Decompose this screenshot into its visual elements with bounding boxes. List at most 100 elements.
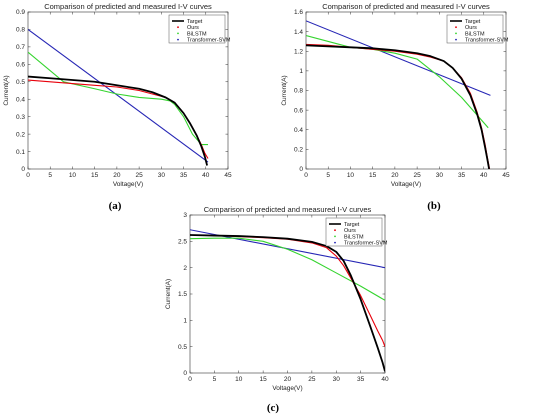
x-tick-label: 15	[91, 172, 99, 179]
x-tick-label: 5	[48, 172, 52, 179]
y-tick-label: 0.6	[16, 62, 25, 69]
y-tick-label: 1.6	[294, 9, 303, 16]
series-line-bilstm	[306, 35, 489, 129]
y-tick-label: 0.3	[16, 114, 25, 121]
y-tick-label: 0	[183, 370, 187, 377]
legend-label: Ours	[465, 25, 477, 31]
panel-label: (a)	[109, 200, 122, 212]
legend-label: Target	[465, 19, 481, 25]
legend-label: Transformer-SVM	[344, 241, 388, 247]
x-tick-label: 40	[480, 172, 488, 179]
x-tick-label: 30	[333, 376, 341, 383]
chart-panel-3: Comparison of predicted and measured I-V…	[165, 205, 389, 414]
legend-swatch	[334, 229, 336, 232]
legend-swatch	[455, 26, 457, 29]
y-tick-label: 0.2	[294, 147, 303, 154]
y-axis-label: Current(A)	[281, 75, 288, 105]
legend-label: Target	[344, 222, 360, 228]
x-tick-label: 40	[381, 376, 389, 383]
x-tick-label: 5	[213, 376, 217, 383]
y-tick-label: 2	[183, 265, 187, 272]
y-tick-label: 3	[183, 212, 187, 219]
y-tick-label: 0	[299, 166, 303, 173]
y-tick-label: 0.8	[294, 88, 303, 95]
x-tick-label: 45	[502, 172, 510, 179]
legend-swatch	[177, 32, 179, 35]
y-tick-label: 0.9	[16, 9, 25, 16]
series-line-bilstm	[28, 51, 208, 146]
legend-label: BiLSTM	[187, 31, 207, 37]
y-tick-label: 0.2	[16, 131, 25, 138]
y-tick-label: 1.5	[178, 291, 187, 298]
legend-swatch	[177, 26, 179, 29]
y-tick-label: 0.4	[16, 96, 25, 103]
x-tick-label: 5	[326, 172, 330, 179]
chart-panel-1: Comparison of predicted and measured I-V…	[3, 2, 232, 212]
x-tick-label: 20	[113, 172, 121, 179]
chart-title: Comparison of predicted and measured I-V…	[44, 2, 212, 11]
y-tick-label: 1.2	[294, 48, 303, 55]
legend-swatch	[455, 38, 457, 41]
series-line-target	[28, 75, 208, 166]
x-tick-label: 10	[69, 172, 77, 179]
x-tick-label: 10	[235, 376, 243, 383]
y-tick-label: 0.8	[16, 27, 25, 34]
y-tick-label: 1	[183, 318, 187, 325]
panel-label: (c)	[267, 402, 280, 414]
x-tick-label: 15	[369, 172, 377, 179]
legend-label: Ours	[344, 228, 356, 234]
x-tick-label: 25	[413, 172, 421, 179]
legend-swatch	[455, 32, 457, 35]
x-tick-label: 10	[347, 172, 355, 179]
y-tick-label: 0.5	[178, 344, 187, 351]
legend-label: Target	[187, 19, 203, 25]
x-axis-label: Voltage(V)	[272, 385, 302, 392]
y-tick-label: 0.6	[294, 107, 303, 114]
chart-title: Comparison of predicted and measured I-V…	[322, 2, 490, 11]
legend-swatch	[177, 38, 179, 41]
x-tick-label: 35	[357, 376, 365, 383]
legend-swatch	[334, 235, 336, 238]
y-tick-label: 2.5	[178, 239, 187, 246]
legend-label: Transformer-SVM	[187, 38, 231, 44]
x-tick-label: 30	[436, 172, 444, 179]
x-tick-label: 35	[458, 172, 466, 179]
y-axis-label: Current(A)	[165, 279, 172, 309]
legend-box	[446, 14, 504, 44]
legend-label: Ours	[187, 25, 199, 31]
y-tick-label: 1	[299, 68, 303, 75]
legend-label: Transformer-SVM	[465, 38, 509, 44]
y-tick-label: 0.4	[294, 127, 303, 134]
x-tick-label: 35	[180, 172, 188, 179]
y-axis-label: Current(A)	[3, 75, 10, 105]
x-tick-label: 15	[260, 376, 268, 383]
x-tick-label: 45	[224, 172, 232, 179]
x-tick-label: 0	[188, 376, 192, 383]
x-tick-label: 0	[26, 172, 30, 179]
y-tick-label: 0.1	[16, 149, 25, 156]
x-tick-label: 25	[135, 172, 143, 179]
x-axis-label: Voltage(V)	[391, 181, 421, 188]
legend-label: BiLSTM	[344, 234, 364, 240]
x-tick-label: 20	[391, 172, 399, 179]
x-tick-label: 25	[308, 376, 316, 383]
x-tick-label: 40	[202, 172, 210, 179]
x-tick-label: 20	[284, 376, 292, 383]
x-axis-label: Voltage(V)	[113, 181, 143, 188]
series-line-target	[306, 44, 490, 169]
chart-title: Comparison of predicted and measured I-V…	[204, 205, 372, 214]
y-tick-label: 1.4	[294, 29, 303, 36]
legend-box	[325, 217, 383, 247]
series-line-transformer-svm	[306, 20, 491, 96]
legend-swatch	[334, 241, 336, 244]
y-tick-label: 0	[21, 166, 25, 173]
x-tick-label: 0	[304, 172, 308, 179]
panel-label: (b)	[427, 200, 441, 212]
legend-label: BiLSTM	[465, 31, 485, 37]
series-line-transformer-svm	[28, 28, 209, 163]
y-tick-label: 0.5	[16, 79, 25, 86]
chart-panel-2: Comparison of predicted and measured I-V…	[281, 2, 510, 212]
series-line-target	[190, 234, 385, 372]
